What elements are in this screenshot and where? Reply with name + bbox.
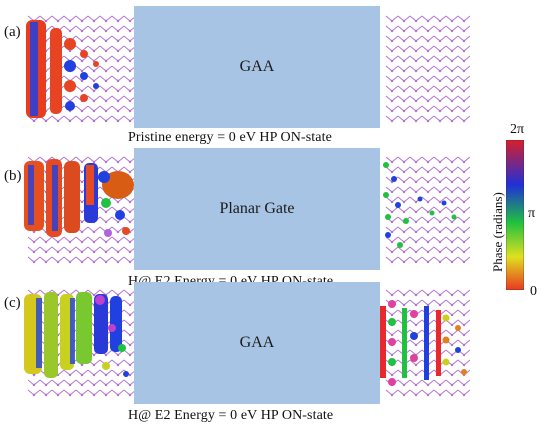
panel-c-gate-region: GAA [134, 282, 380, 404]
phase-colorbar [506, 140, 524, 290]
panel-c-caption: H@ E2 Energy = 0 eV HP ON-state [128, 408, 334, 423]
panel-a-gate-label: GAA [239, 58, 275, 75]
panel-a-right-lattice [385, 15, 470, 123]
panel-b-label: (b) [4, 168, 22, 184]
colorbar-tick-bottom: 0 [530, 284, 537, 299]
panel-b-wavefunction-right [383, 162, 457, 248]
panel-b-right-lattice [385, 156, 470, 264]
panel-a-caption: Pristine energy = 0 eV HP ON-state [128, 130, 332, 145]
panel-c-label: (c) [4, 295, 21, 311]
panel-a-wavefunction-left [26, 20, 99, 118]
colorbar-title: Phase (radians) [490, 192, 505, 272]
panel-b-gate-label: Planar Gate [219, 200, 295, 217]
colorbar-tick-top: 2π [510, 122, 525, 137]
panel-c-wavefunction-left [24, 292, 129, 378]
panel-a-gate-region: GAA [134, 6, 380, 128]
panel-a-label: (a) [4, 24, 21, 40]
colorbar-tick-middle: π [528, 206, 536, 221]
panel-b-wavefunction-left [24, 159, 134, 237]
panel-c-gate-label: GAA [239, 334, 275, 351]
panel-c-wavefunction-right [380, 300, 467, 386]
panel-b-gate-region: Planar Gate [134, 148, 380, 270]
